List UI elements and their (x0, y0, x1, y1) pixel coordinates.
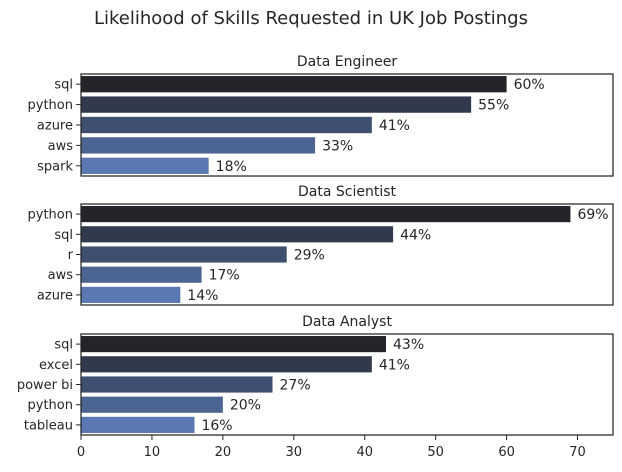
category-label: azure (37, 119, 73, 134)
chart-title: Likelihood of Skills Requested in UK Job… (94, 8, 528, 29)
category-label: azure (37, 288, 73, 303)
category-label: spark (37, 159, 73, 174)
data-label: 44% (400, 227, 431, 243)
data-label: 17% (209, 268, 240, 284)
data-label: 14% (187, 288, 218, 304)
x-tick-label: 20 (215, 445, 232, 460)
panel-frame (80, 333, 614, 436)
panel-title: Data Engineer (297, 54, 397, 70)
data-label: 41% (379, 357, 410, 373)
category-label: aws (48, 268, 74, 283)
panel-title: Data Scientist (298, 184, 397, 200)
bar-spark (81, 157, 209, 174)
panel-title: Data Analyst (302, 314, 392, 330)
category-label: tableau (24, 418, 73, 433)
data-label: 16% (201, 418, 232, 434)
category-label: python (28, 208, 73, 223)
category-label: power bi (17, 378, 73, 393)
bar-power-bi (81, 376, 273, 393)
bar-azure (81, 286, 181, 303)
data-label: 43% (393, 337, 424, 353)
bar-python (81, 206, 571, 223)
data-label: 41% (379, 118, 410, 134)
data-label: 60% (514, 77, 545, 93)
bar-tableau (81, 416, 195, 433)
bar-sql (81, 336, 387, 353)
x-tick-label: 30 (286, 445, 303, 460)
x-tick-label: 50 (427, 445, 444, 460)
data-label: 33% (322, 138, 353, 154)
bar-aws (81, 137, 316, 154)
bar-sql (81, 226, 394, 243)
data-label: 18% (216, 159, 247, 175)
category-label: sql (54, 338, 73, 353)
category-label: python (28, 98, 73, 113)
data-label: 29% (294, 248, 325, 264)
data-label: 20% (230, 398, 261, 414)
category-label: excel (39, 358, 73, 373)
data-label: 69% (577, 207, 608, 223)
data-label: 27% (280, 378, 311, 394)
category-label: sql (54, 228, 73, 243)
panel-frame (80, 73, 614, 177)
x-tick-label: 40 (356, 445, 373, 460)
data-label: 55% (478, 98, 509, 114)
category-label: sql (54, 78, 73, 93)
x-tick-label: 0 (77, 445, 85, 460)
bar-excel (81, 356, 372, 373)
x-tick-label: 70 (569, 445, 586, 460)
bar-sql (81, 76, 507, 93)
x-tick-label: 10 (144, 445, 161, 460)
panel-frame (80, 203, 614, 306)
bar-python (81, 396, 223, 413)
bar-aws (81, 266, 202, 283)
category-label: python (28, 398, 73, 413)
bar-r (81, 246, 287, 263)
x-tick-label: 60 (498, 445, 515, 460)
bar-python (81, 96, 472, 113)
category-label: r (68, 248, 74, 263)
category-label: aws (48, 139, 74, 154)
bar-azure (81, 116, 372, 134)
